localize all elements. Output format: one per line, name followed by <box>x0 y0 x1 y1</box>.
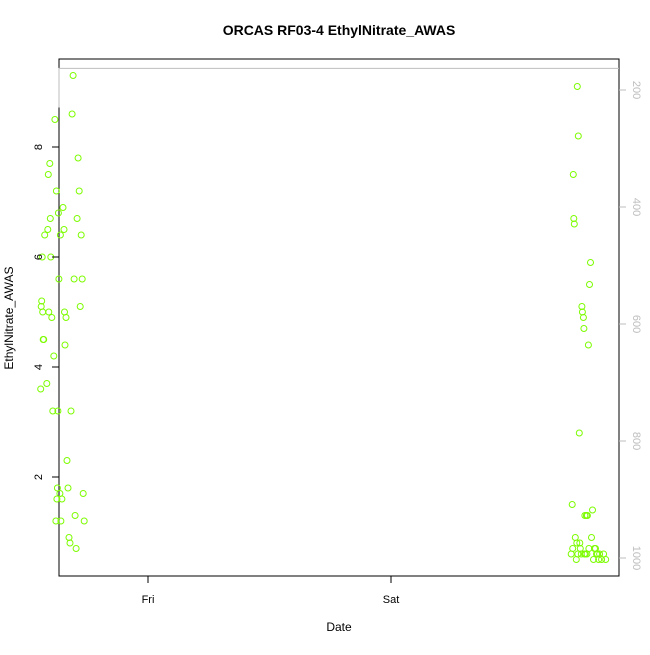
x-axis-label: Date <box>326 620 352 634</box>
data-point <box>66 539 74 547</box>
data-point <box>569 545 577 552</box>
series-line <box>58 67 619 108</box>
y-tick-label: 4 <box>33 364 45 370</box>
data-point <box>569 171 577 178</box>
data-point <box>602 556 610 563</box>
data-point <box>59 204 67 211</box>
data-point <box>56 231 64 239</box>
chart-marks <box>37 67 619 563</box>
data-point <box>58 495 66 503</box>
y-tick-label: 8 <box>33 144 45 150</box>
data-point <box>76 303 84 310</box>
data-point <box>68 110 76 118</box>
data-point <box>54 209 62 217</box>
data-point <box>60 226 68 233</box>
data-point <box>55 275 63 283</box>
data-point <box>587 259 594 266</box>
data-point <box>64 484 72 492</box>
data-point <box>39 336 47 343</box>
data-point <box>61 308 68 316</box>
data-point <box>573 83 581 90</box>
data-point <box>583 512 591 519</box>
data-point <box>586 281 593 288</box>
data-point <box>46 160 54 167</box>
data-point <box>61 341 69 349</box>
x-tick-label: Fri <box>142 594 155 606</box>
data-point <box>69 72 77 79</box>
data-point <box>52 517 60 525</box>
y2-tick-label: 600 <box>630 315 642 333</box>
y-axis-label: EthylNitrate_AWAS <box>2 266 16 369</box>
data-point <box>71 512 79 519</box>
data-point <box>65 534 73 541</box>
data-point <box>568 501 576 508</box>
data-point <box>73 215 81 222</box>
data-point <box>52 187 60 195</box>
data-point <box>49 407 57 415</box>
y2-tick-label: 1000 <box>630 546 642 570</box>
data-point <box>78 275 86 283</box>
data-point <box>570 220 578 228</box>
data-point <box>43 380 51 387</box>
data-point <box>63 457 71 464</box>
data-point <box>44 171 52 178</box>
data-point <box>45 308 53 316</box>
data-point <box>585 545 593 552</box>
x-tick-label: Sat <box>383 594 400 606</box>
data-point <box>72 545 80 552</box>
data-point <box>46 215 54 222</box>
data-point <box>588 534 595 541</box>
data-point <box>580 325 588 332</box>
data-point <box>581 512 589 519</box>
data-point <box>38 253 46 261</box>
y2-tick-label: 800 <box>630 432 642 450</box>
data-point <box>54 407 62 415</box>
data-point <box>75 187 83 195</box>
y2-tick-label: 200 <box>630 81 642 99</box>
data-point <box>57 517 65 525</box>
data-point <box>589 506 596 514</box>
data-point <box>77 231 85 239</box>
data-point <box>573 539 581 547</box>
data-point <box>79 490 87 497</box>
data-point <box>579 314 587 321</box>
data-point <box>584 341 592 349</box>
data-point <box>80 517 88 525</box>
data-point <box>67 407 75 415</box>
data-point <box>37 385 45 393</box>
data-point <box>37 303 45 310</box>
data-point <box>70 275 78 283</box>
data-point <box>44 226 52 233</box>
data-point <box>41 231 49 239</box>
data-point <box>53 484 61 492</box>
y-tick-label: 2 <box>33 474 45 480</box>
data-point <box>51 116 59 123</box>
data-point <box>50 352 58 360</box>
data-point <box>590 556 597 563</box>
data-point <box>574 550 582 558</box>
data-point <box>575 429 583 437</box>
y2-tick-label: 400 <box>630 198 642 216</box>
data-point <box>574 132 582 140</box>
data-point <box>48 314 56 321</box>
data-point <box>53 495 61 503</box>
chart-title: ORCAS RF03-4 EthylNitrate_AWAS <box>223 22 456 38</box>
y-tick-label: 6 <box>33 254 45 260</box>
chart-axes: 2 4 6 8 200 400 600 800 1000 Fri Sat <box>33 81 642 606</box>
plot-frame <box>58 58 620 577</box>
data-point <box>74 154 82 162</box>
